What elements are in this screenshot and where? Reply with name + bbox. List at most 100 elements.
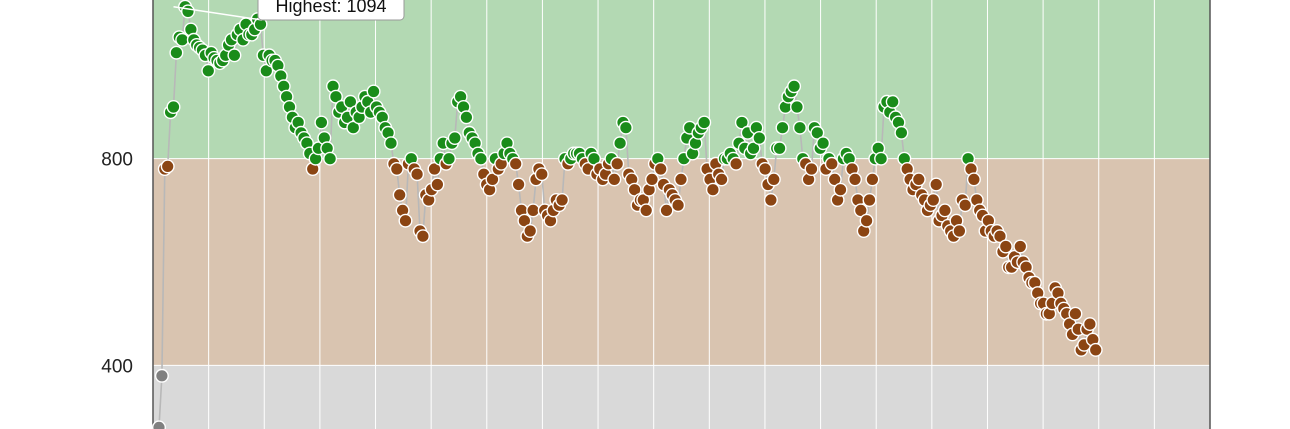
data-point	[885, 94, 900, 109]
data-point	[792, 120, 807, 135]
data-point	[674, 172, 689, 187]
data-point	[1013, 239, 1028, 254]
highest-callout: Highest: 1094	[173, 0, 405, 21]
data-point	[485, 172, 500, 187]
band-below-400	[153, 365, 1210, 429]
data-points	[152, 0, 1103, 429]
data-point	[772, 141, 787, 156]
data-point	[346, 120, 361, 135]
data-point	[508, 156, 523, 171]
data-point	[848, 172, 863, 187]
data-point	[410, 167, 425, 182]
data-point	[824, 156, 839, 171]
data-point	[653, 161, 668, 176]
data-point	[645, 172, 660, 187]
y-tick-labels: 800 400	[101, 150, 133, 378]
callout-text: Highest: 1094	[275, 0, 386, 16]
data-point	[415, 229, 430, 244]
data-point	[587, 151, 602, 166]
data-point	[810, 125, 825, 140]
data-point	[389, 161, 404, 176]
data-point	[993, 229, 1008, 244]
data-point	[180, 4, 195, 19]
data-point	[610, 156, 625, 171]
data-point	[447, 130, 462, 145]
data-point	[697, 115, 712, 130]
data-point	[473, 151, 488, 166]
data-point	[459, 110, 474, 125]
data-point	[526, 203, 541, 218]
data-point	[758, 161, 773, 176]
data-point	[862, 192, 877, 207]
data-point	[966, 172, 981, 187]
data-point	[859, 213, 874, 228]
data-point	[833, 182, 848, 197]
data-point	[398, 213, 413, 228]
data-point	[671, 198, 686, 213]
data-point	[175, 32, 190, 47]
callout-box	[257, 0, 405, 21]
data-point	[937, 203, 952, 218]
data-point	[775, 120, 790, 135]
data-point	[607, 172, 622, 187]
data-point	[705, 182, 720, 197]
background-bands	[153, 0, 1210, 429]
data-point	[952, 223, 967, 238]
data-point	[790, 99, 805, 114]
data-point	[534, 167, 549, 182]
data-point	[729, 156, 744, 171]
data-point	[517, 213, 532, 228]
data-point	[1088, 342, 1103, 357]
data-point	[152, 420, 166, 429]
data-point	[1082, 317, 1097, 332]
data-point	[746, 141, 761, 156]
data-point	[752, 130, 767, 145]
data-point	[929, 177, 944, 192]
y-tick-label: 400	[101, 356, 133, 377]
callout-leader-line	[173, 5, 263, 21]
data-point	[442, 151, 457, 166]
data-point	[627, 182, 642, 197]
data-point	[804, 161, 819, 176]
data-point	[259, 63, 274, 78]
data-point	[998, 239, 1013, 254]
data-point	[763, 192, 778, 207]
data-point	[894, 125, 909, 140]
data-point	[1068, 306, 1083, 321]
data-point	[787, 79, 802, 94]
data-point	[328, 89, 343, 104]
data-point	[392, 187, 407, 202]
data-point	[926, 192, 941, 207]
data-point	[555, 192, 570, 207]
data-point	[366, 84, 381, 99]
data-point	[714, 172, 729, 187]
y-tick-label: 800	[101, 150, 133, 171]
data-point	[201, 63, 216, 78]
data-point	[853, 203, 868, 218]
band-400-800	[153, 158, 1210, 366]
data-point	[874, 151, 889, 166]
data-point	[227, 48, 242, 63]
data-point	[160, 159, 175, 174]
data-point	[384, 136, 399, 151]
band-above-800	[153, 0, 1210, 159]
data-point	[169, 45, 184, 60]
data-point	[154, 368, 169, 383]
data-point	[613, 136, 628, 151]
data-point	[523, 223, 538, 238]
data-point	[958, 198, 973, 213]
data-point	[343, 94, 358, 109]
data-point	[816, 136, 831, 151]
data-point	[827, 172, 842, 187]
data-point	[430, 177, 445, 192]
data-point	[314, 115, 329, 130]
data-point	[323, 151, 338, 166]
data-point	[911, 172, 926, 187]
data-point	[659, 203, 674, 218]
data-point	[427, 161, 442, 176]
data-point	[511, 177, 526, 192]
data-point	[618, 120, 633, 135]
data-point	[166, 99, 181, 114]
data-point	[865, 172, 880, 187]
